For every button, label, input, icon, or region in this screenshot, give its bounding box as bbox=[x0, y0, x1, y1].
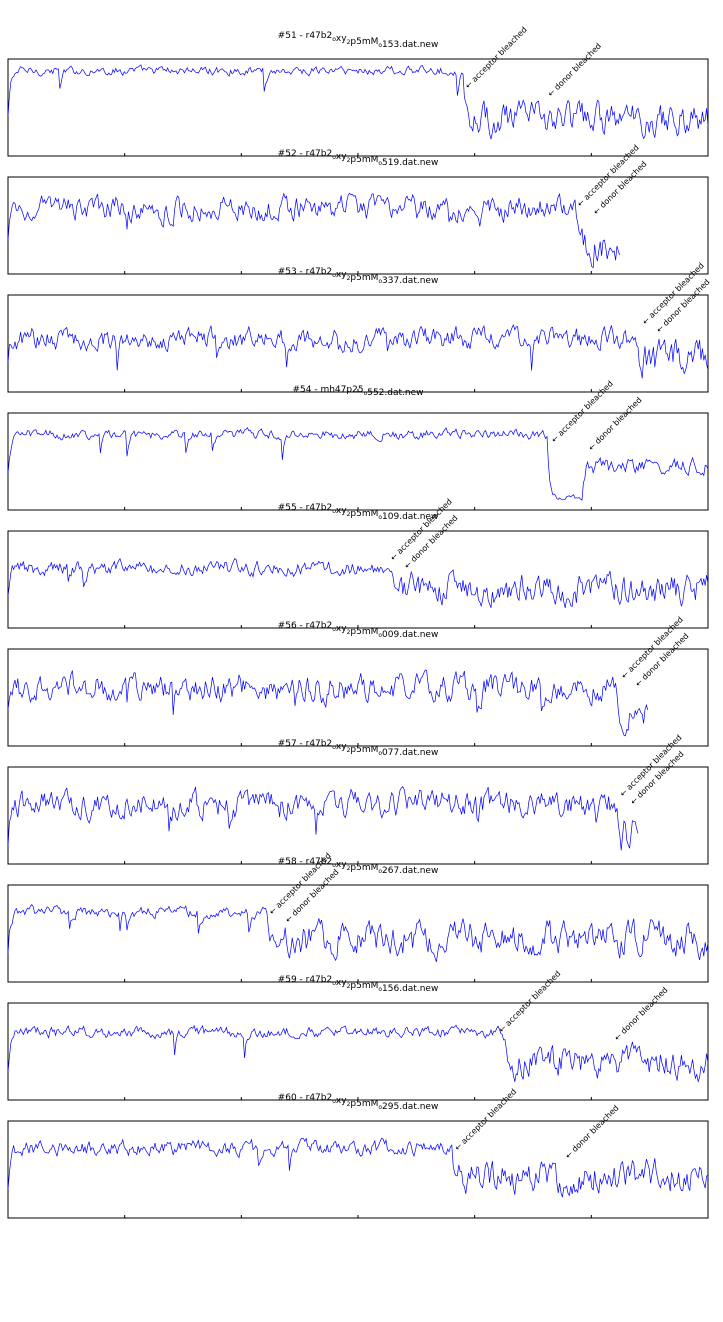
axes-box bbox=[7, 1120, 709, 1219]
signal-trace bbox=[7, 427, 709, 501]
panel-title: #56 - r47b2oxy2p5mMo009.dat.new bbox=[278, 621, 439, 640]
acceptor-bleached-annotation: ← acceptor bleached bbox=[497, 969, 562, 1034]
panel-title: #58 - r47b2oxy2p5mMo267.dat.new bbox=[278, 857, 439, 876]
panel-9: #59 - r47b2oxy2p5mMo156.dat.new ← accepto… bbox=[7, 969, 709, 1101]
panel-title: #59 - r47b2oxy2p5mMo156.dat.new bbox=[278, 975, 439, 994]
panel-title: #60 - r47b2oxy2p5mMo295.dat.new bbox=[278, 1093, 439, 1112]
donor-bleached-annotation: ← donor bleached bbox=[546, 41, 603, 98]
signal-trace bbox=[7, 786, 639, 851]
axes-box bbox=[7, 766, 709, 865]
donor-bleached-annotation: ← donor bleached bbox=[613, 985, 670, 1042]
panel-title: #53 - r47b2oxy2p5mMo337.dat.new bbox=[278, 267, 439, 286]
signal-trace bbox=[7, 1024, 709, 1083]
acceptor-bleached-annotation: ← acceptor bleached bbox=[463, 25, 528, 90]
signal-trace bbox=[7, 64, 709, 140]
panel-6: #56 - r47b2oxy2p5mMo009.dat.new ← accepto… bbox=[7, 615, 709, 747]
signal-trace bbox=[7, 904, 709, 963]
panel-10: #60 - r47b2oxy2p5mMo295.dat.new ← accepto… bbox=[7, 1087, 709, 1219]
panel-title: #51 - r47b2oxy2p5mMo153.dat.new bbox=[278, 31, 439, 50]
panel-5: #55 - r47b2oxy2p5mMo109.dat.new← accepto… bbox=[7, 497, 709, 629]
axes-box bbox=[7, 176, 709, 275]
donor-bleached-annotation: ← donor bleached bbox=[564, 1103, 621, 1160]
axes-box bbox=[7, 1002, 709, 1101]
panel-title: #57 - r47b2oxy2p5mMo077.dat.new bbox=[278, 739, 439, 758]
panel-title: #54 - mh47p25o552.dat.new bbox=[293, 385, 424, 398]
signal-trace bbox=[7, 192, 621, 269]
axes-box bbox=[7, 294, 709, 393]
axes-box bbox=[7, 530, 709, 629]
panel-3: #53 - r47b2oxy2p5mMo337.dat.new ← accepto… bbox=[7, 261, 712, 393]
panel-title: #52 - r47b2oxy2p5mMo519.dat.new bbox=[278, 149, 439, 168]
signal-trace bbox=[7, 557, 709, 608]
panel-4: #54 - mh47p25o552.dat.new ← acceptor blea… bbox=[7, 379, 709, 511]
signal-trace bbox=[7, 324, 709, 379]
panel-2: #52 - r47b2oxy2p5mMo519.dat.new ← accepto… bbox=[7, 143, 709, 275]
panel-title: #55 - r47b2oxy2p5mMo109.dat.new bbox=[278, 503, 439, 522]
panel-8: #58 - r47b2oxy2p5mMo267.dat.new← accepto… bbox=[7, 851, 709, 983]
panel-1: #51 - r47b2oxy2p5mMo153.dat.new ← accepto… bbox=[7, 25, 709, 157]
axes-box bbox=[7, 884, 709, 983]
acceptor-bleached-annotation: ← acceptor bleached bbox=[453, 1087, 518, 1152]
signal-trace bbox=[7, 1137, 709, 1198]
signal-trace bbox=[7, 669, 649, 737]
axes-box bbox=[7, 648, 709, 747]
panel-7: #57 - r47b2oxy2p5mMo077.dat.new ← accepto… bbox=[7, 733, 709, 865]
